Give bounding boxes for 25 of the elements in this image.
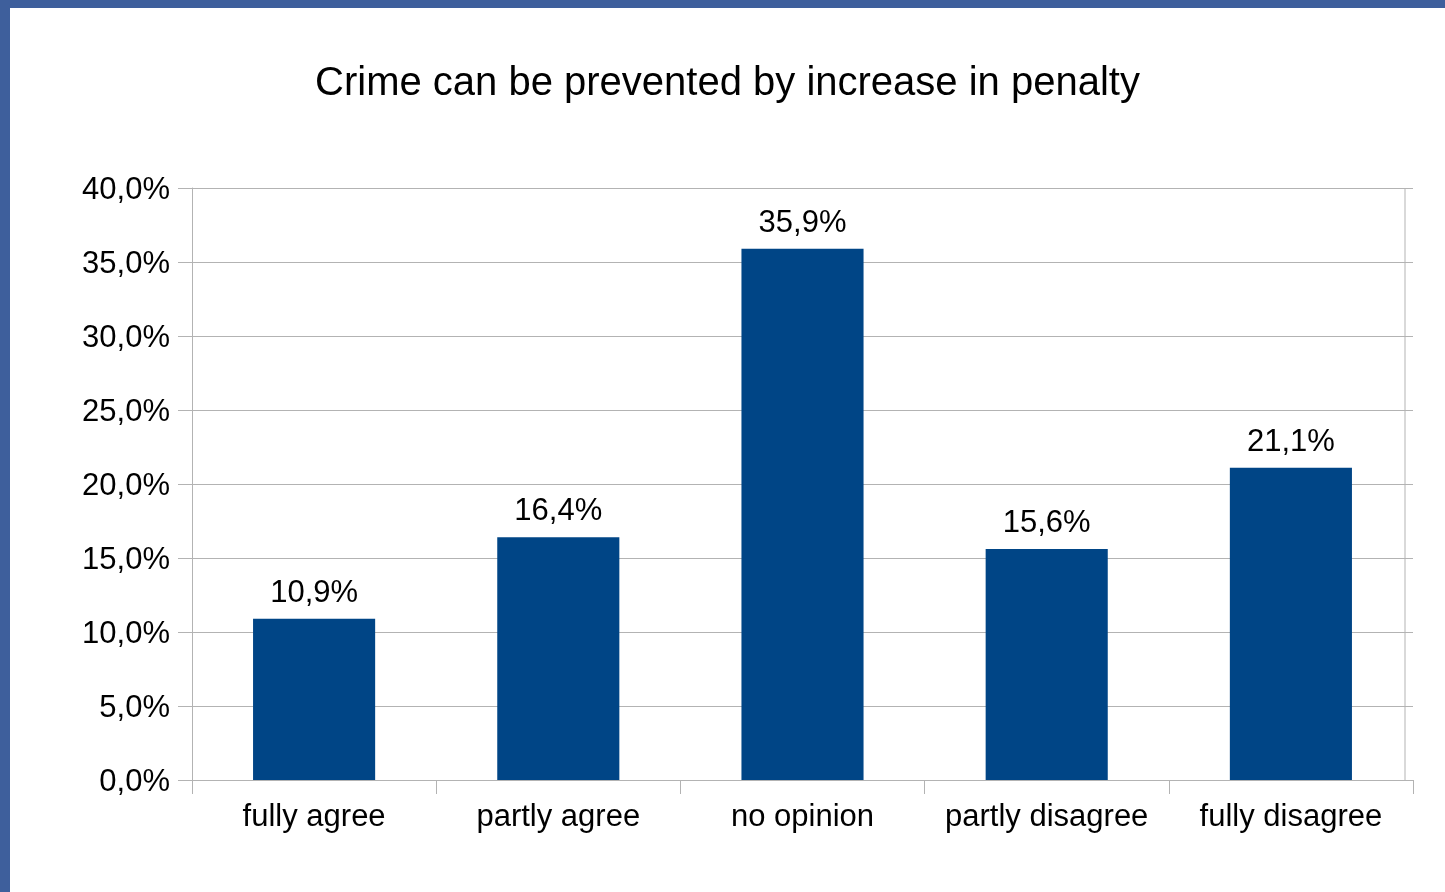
data-label: 21,1% — [1246, 422, 1335, 458]
bar — [253, 618, 376, 780]
data-label: 16,4% — [514, 492, 603, 528]
y-tick-label: 35,0% — [82, 244, 170, 280]
x-tick-label: fully disagree — [1199, 798, 1383, 833]
y-tick-label: 30,0% — [82, 318, 170, 354]
y-tick-label: 5,0% — [99, 688, 170, 724]
y-tick-label: 15,0% — [82, 540, 170, 576]
x-tick-label: partly agree — [476, 798, 641, 833]
data-label: 15,6% — [1002, 504, 1091, 540]
y-tick-label: 40,0% — [82, 170, 170, 206]
x-tick-label: fully agree — [242, 798, 386, 833]
data-label: 35,9% — [758, 203, 847, 239]
y-tick-label: 0,0% — [99, 762, 170, 798]
x-tick-label: no opinion — [730, 798, 875, 833]
bar — [985, 549, 1108, 780]
data-label: 10,9% — [270, 573, 359, 609]
bar — [1229, 467, 1352, 780]
chart-title: Crime can be prevented by increase in penalty — [315, 59, 1140, 103]
y-tick-label: 10,0% — [82, 614, 170, 650]
bar — [741, 248, 864, 780]
bar — [497, 537, 620, 780]
y-tick-label: 25,0% — [82, 392, 170, 428]
x-tick-label: partly disagree — [945, 798, 1149, 833]
y-tick-label: 20,0% — [82, 466, 170, 502]
